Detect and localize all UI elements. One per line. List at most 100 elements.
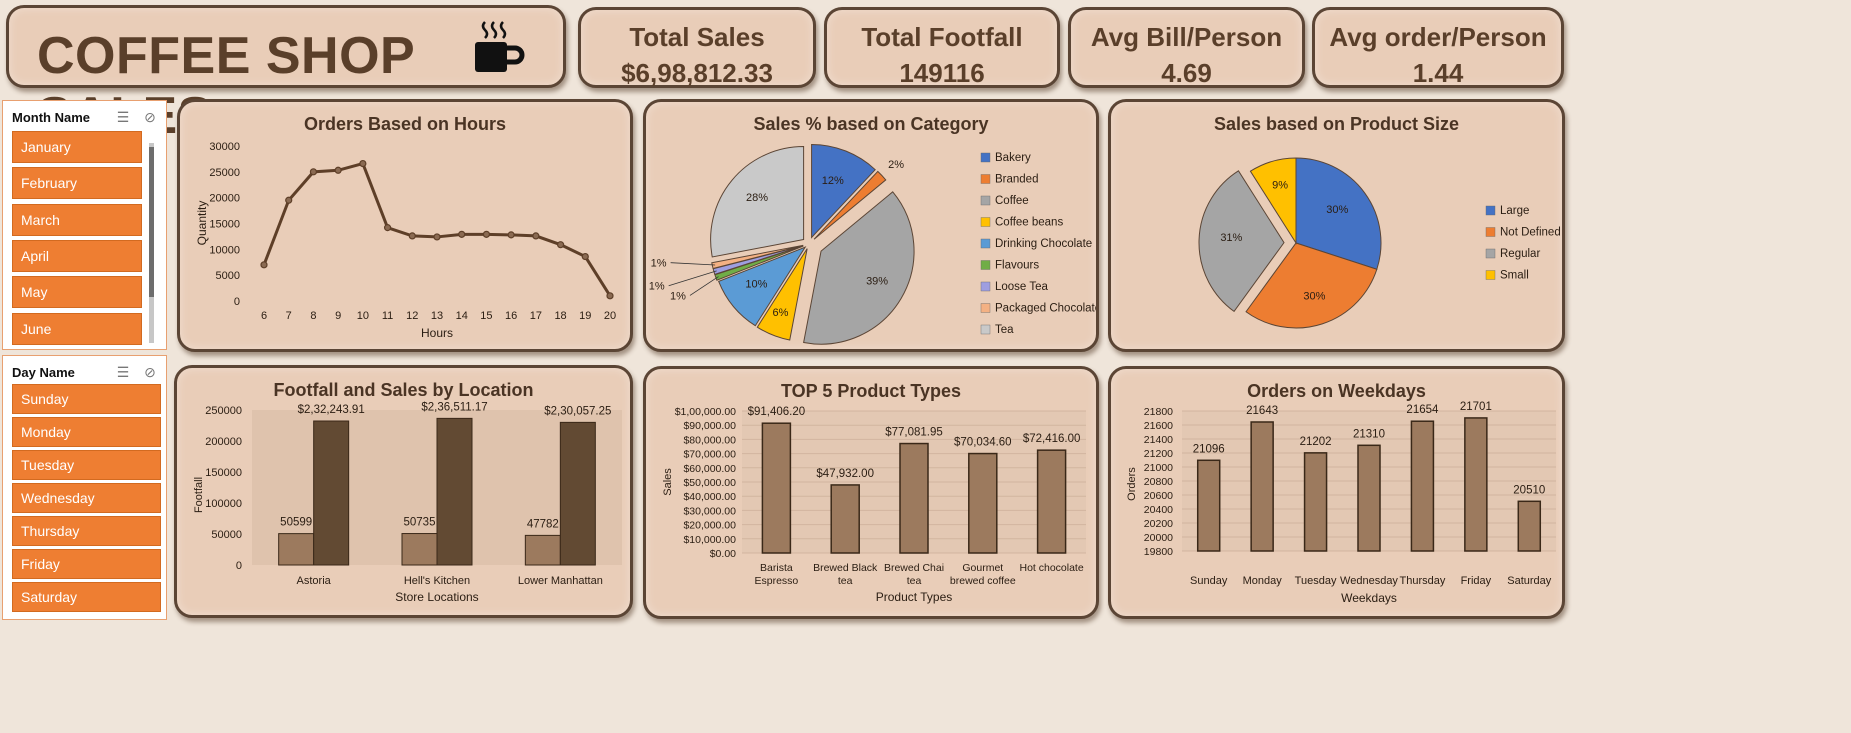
x-tick-label: 9 (335, 310, 341, 322)
pie-data-label: 12% (822, 175, 844, 187)
x-tick-label: Gourmet (962, 562, 1003, 574)
pie-slice (811, 143, 876, 239)
day-slicer-title: Day Name (12, 365, 75, 380)
x-tick-label: 16 (505, 310, 517, 322)
data-point (260, 261, 268, 269)
kpi-title: Total Sales (629, 22, 765, 52)
pie-data-label: 2% (888, 159, 904, 171)
bar-data-label: 21701 (1460, 401, 1492, 413)
bar (278, 533, 315, 566)
x-tick-label: tea (838, 575, 853, 587)
pie-data-label: 6% (773, 307, 789, 319)
y-tick-label: $10,000.00 (683, 534, 736, 546)
bar-data-label: $72,416.00 (1023, 433, 1081, 445)
legend-swatch (980, 152, 991, 163)
legend-swatch (1485, 205, 1496, 216)
month-item-0[interactable]: January (12, 131, 142, 163)
legend-label: Coffee (995, 195, 1029, 207)
y-tick-label: 20000 (209, 193, 240, 205)
month-item-3[interactable]: April (12, 239, 142, 272)
kpi-value: 1.44 (1412, 58, 1464, 88)
data-point (458, 230, 466, 238)
pie-slice (1249, 157, 1297, 245)
y-tick-label: 100000 (205, 498, 242, 510)
x-tick-label: 15 (480, 310, 492, 322)
legend-label: Coffee beans (995, 217, 1063, 229)
legend-label: Bakery (995, 152, 1031, 164)
legend-label: Packaged Chocolate (995, 303, 1096, 315)
x-tick-label: Brewed Chai (884, 562, 944, 574)
day-slicer[interactable]: Day Name ☰ ⊘ Sunday Monday Tuesday Wednesda… (2, 355, 167, 620)
month-item-4[interactable]: May (12, 276, 142, 309)
chart-title: Footfall and Sales by Location (273, 380, 534, 400)
day-item-1[interactable]: Monday (12, 417, 161, 447)
chart-title: Orders Based on Hours (303, 114, 507, 134)
x-tick-label: Saturday (1507, 575, 1552, 587)
orders-hours-chart: 0 5000 10000 15000 20000 25000 30000 6 7 8 9 10 11 12… (195, 141, 616, 340)
pie-slice (1198, 170, 1285, 313)
day-item-0[interactable]: Sunday (12, 384, 161, 414)
bar (761, 422, 792, 554)
bar-data-label: 21096 (1193, 443, 1225, 455)
y-axis-label: Footfall (193, 477, 205, 513)
x-tick-label: 20 (604, 310, 616, 322)
bar (1250, 421, 1274, 552)
x-tick-label: Sunday (1190, 575, 1228, 587)
bar (559, 421, 596, 566)
size-pie-chart: 30% 30% 31% 9% Large Not Defined Regular Small (1198, 157, 1561, 329)
pie-data-label: 9% (1272, 179, 1288, 191)
x-axis-label: Store Locations (395, 590, 478, 604)
y-tick-label: 150000 (205, 467, 242, 479)
y-tick-label: 15000 (209, 219, 240, 231)
pie-data-label: 39% (866, 275, 888, 287)
y-tick-label: $70,000.00 (683, 449, 736, 461)
day-item-2[interactable]: Tuesday (12, 450, 161, 480)
clear-filter-icon[interactable]: ⊘ (144, 109, 156, 125)
bar (830, 484, 860, 554)
weekdays-chart: 19800 20000 20200 20400 20600 20800 21000 21200… (1126, 401, 1556, 605)
month-slicer[interactable]: Month Name ☰ ⊘ January February March April… (2, 100, 167, 350)
legend-swatch (980, 238, 991, 249)
month-item-1[interactable]: February (12, 167, 142, 200)
kpi-avg-order: Avg order/Person 1.44 (1312, 7, 1564, 88)
month-item-5[interactable]: June (12, 312, 142, 345)
data-point (433, 233, 441, 241)
y-tick-label: $1,00,000.00 (675, 406, 736, 418)
x-tick-label: 12 (406, 310, 418, 322)
bar-data-label: 21654 (1406, 404, 1439, 416)
bar-data-label: $2,30,057.25 (544, 405, 611, 417)
y-tick-label: 21200 (1144, 448, 1173, 460)
scroll-thumb[interactable] (149, 147, 154, 297)
y-tick-label: $90,000.00 (683, 420, 736, 432)
x-tick-label: 18 (554, 310, 566, 322)
x-tick-label: Thursday (1399, 575, 1445, 587)
month-item-2[interactable]: March (12, 203, 142, 236)
legend-swatch (1485, 248, 1496, 259)
x-tick-label: Hell's Kitchen (404, 575, 470, 587)
pie-data-label: 10% (745, 278, 767, 290)
x-tick-label: Hot chocolate (1019, 562, 1083, 574)
y-tick-label: 19800 (1144, 546, 1173, 558)
pie-data-label: 1% (651, 258, 667, 270)
day-item-6[interactable]: Saturday (12, 582, 161, 612)
day-item-5[interactable]: Friday (12, 549, 161, 579)
data-point (482, 230, 491, 238)
day-item-4[interactable]: Thursday (12, 516, 161, 546)
bar (1517, 500, 1542, 552)
y-tick-label: 25000 (209, 167, 240, 179)
y-tick-label: 200000 (205, 436, 242, 448)
data-point (383, 224, 392, 232)
x-tick-label: 7 (286, 310, 292, 322)
y-tick-label: $80,000.00 (683, 434, 736, 446)
month-slicer-scrollbar[interactable] (149, 143, 154, 343)
day-item-3[interactable]: Wednesday (12, 483, 161, 513)
coffee-cup-icon (475, 21, 525, 72)
multi-select-icon[interactable]: ☰ (116, 109, 130, 125)
clear-filter-icon[interactable]: ⊘ (144, 364, 156, 380)
x-tick-label: Lower Manhattan (518, 575, 603, 587)
y-tick-label: 50000 (211, 529, 242, 541)
multi-select-icon[interactable]: ☰ (116, 364, 130, 380)
y-tick-label: 10000 (209, 244, 240, 256)
orders-hours-card: Orders Based on Hours 0 5000 10000 15000 200… (177, 99, 633, 352)
pie-data-label: 1% (670, 290, 686, 302)
